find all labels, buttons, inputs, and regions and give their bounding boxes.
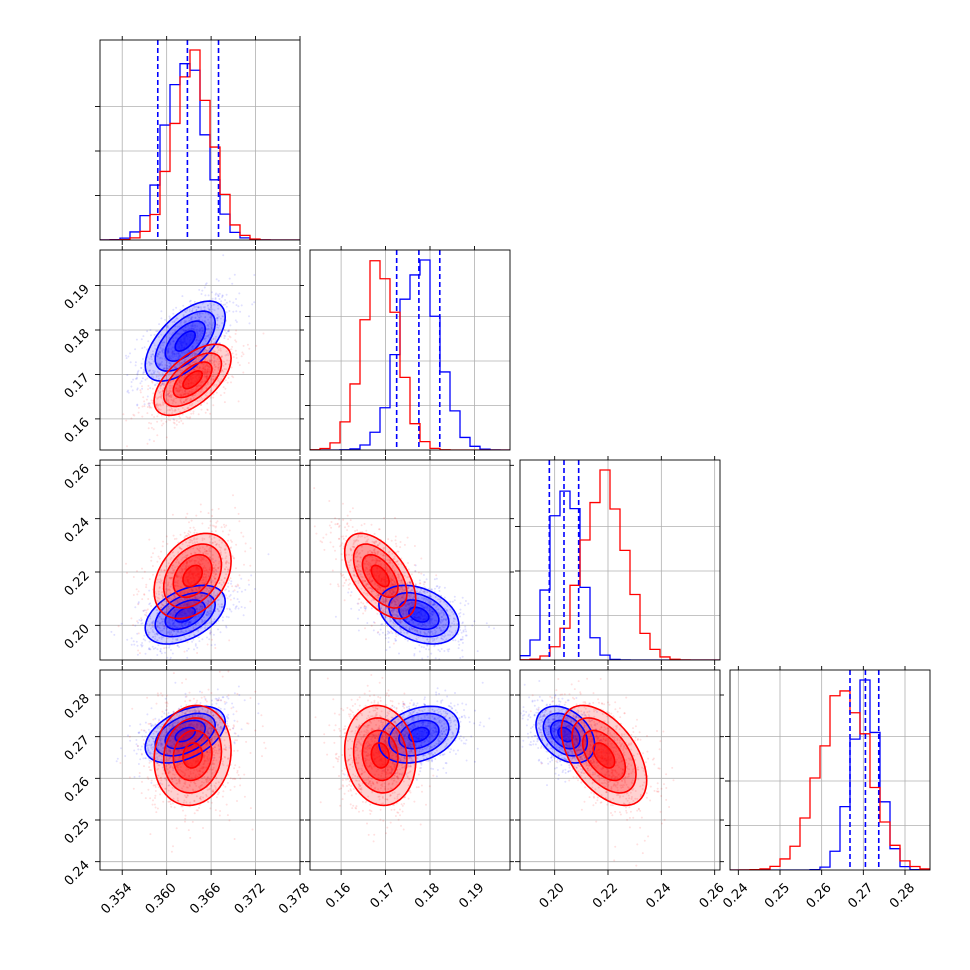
contour-3-0-series-1-level-2 (162, 717, 223, 794)
y-tick-label: 0.27 (62, 733, 93, 764)
y-tick-label: 0.26 (62, 775, 93, 806)
contour-3-2-series-1-level-1 (581, 729, 627, 782)
panel-frame-2-2 (519, 459, 721, 661)
x-tick-label: 0.354 (98, 880, 135, 917)
y-tick-label: 0.26 (62, 462, 93, 493)
panel-frame-3-2 (519, 669, 721, 871)
panel-frame-1-1 (309, 249, 511, 451)
x-tick-label: 0.372 (232, 880, 269, 917)
contour-2-0-series-0-level-1 (164, 599, 207, 631)
contour-2-1-series-1-level-2 (352, 543, 408, 609)
panel-frame-3-3 (729, 669, 931, 871)
x-tick-label: 0.18 (412, 880, 443, 911)
contour-1-0-series-1-level-3 (153, 343, 232, 417)
contour-3-2-series-1-level-2 (571, 717, 637, 794)
contour-2-0-series-0-level-2 (154, 591, 217, 638)
panel-frame-2-1 (309, 459, 511, 661)
scatter-panel-3-0 (115, 670, 267, 853)
x-tick-label: 0.378 (276, 880, 313, 917)
contour-3-0-series-0-level-0 (174, 726, 197, 743)
y-tick-label: 0.28 (62, 691, 93, 722)
contour-2-1-series-1-level-1 (361, 553, 399, 599)
x-tick-label: 0.26 (697, 880, 728, 911)
contour-3-1-series-0-level-0 (408, 726, 430, 743)
y-tick-label: 0.25 (62, 816, 93, 847)
x-tick-label: 0.360 (143, 880, 180, 917)
grid-2-2 (520, 460, 720, 660)
panel-frame-3-0 (99, 669, 301, 871)
contour-3-1-series-0-level-1 (398, 719, 440, 750)
scatter-panel-2-0 (110, 494, 270, 660)
x-tick-label: 0.22 (590, 880, 621, 911)
y-tick-label: 0.19 (62, 282, 93, 313)
contour-2-0-series-1-level-3 (153, 532, 232, 620)
scatter-panel-2-1 (313, 487, 495, 660)
contour-2-1-series-0-level-3 (378, 584, 460, 645)
contour-3-1-series-1-level-0 (370, 742, 390, 769)
x-tick-label: 0.366 (187, 880, 224, 917)
contour-3-2-series-1-level-3 (560, 704, 648, 807)
contour-1-0-series-0-level-1 (164, 320, 207, 362)
x-tick-label: 0.24 (643, 880, 674, 911)
contour-3-1-series-1-level-2 (352, 717, 408, 794)
x-tick-label: 0.26 (804, 880, 835, 911)
scatter-panel-1-0 (122, 254, 265, 448)
grid-1-0 (100, 250, 300, 450)
contour-3-2-series-1-level-0 (592, 742, 616, 769)
contour-2-1-series-0-level-1 (398, 599, 440, 631)
contour-3-1-series-0-level-2 (388, 712, 450, 757)
y-tick-label: 0.24 (62, 515, 93, 546)
contour-1-0-series-0-level-2 (154, 310, 217, 372)
panel-frame-3-1 (309, 669, 511, 871)
contour-3-2-series-0-level-0 (557, 726, 574, 743)
contour-2-0-series-1-level-2 (162, 543, 223, 609)
scatter-panel-3-1 (314, 674, 491, 843)
contour-3-1-series-1-level-3 (343, 704, 417, 807)
contour-1-0-series-1-level-2 (162, 352, 223, 408)
x-tick-label: 0.17 (368, 880, 399, 911)
x-tick-label: 0.25 (762, 880, 793, 911)
x-tick-label: 0.19 (456, 880, 487, 911)
contour-3-0-series-1-level-0 (182, 742, 203, 769)
contour-2-1-series-1-level-0 (370, 564, 390, 588)
histogram-3-series-1 (730, 690, 930, 870)
histogram-0-series-1 (100, 49, 300, 240)
grid-3-3 (730, 670, 930, 870)
panel-frame-2-0 (99, 459, 301, 661)
panel-frame-1-0 (99, 249, 301, 451)
x-tick-label: 0.28 (887, 880, 918, 911)
contour-2-0-series-1-level-0 (182, 564, 203, 588)
scatter-panel-3-2 (520, 677, 675, 867)
y-tick-label: 0.24 (62, 858, 93, 889)
contour-1-0-series-0-level-0 (174, 330, 197, 352)
contour-1-0-series-1-level-0 (182, 370, 203, 390)
x-tick-label: 0.24 (720, 880, 751, 911)
panel-frame-0-0 (99, 39, 301, 241)
grid-3-0 (100, 670, 300, 870)
y-tick-label: 0.20 (62, 622, 93, 653)
contour-3-2-series-0-level-1 (549, 719, 581, 750)
grid-2-1 (310, 460, 510, 660)
y-tick-label: 0.17 (62, 371, 93, 402)
contour-2-0-series-1-level-1 (172, 553, 213, 599)
histogram-3-series-0 (730, 679, 930, 870)
x-tick-label: 0.27 (845, 880, 876, 911)
x-tick-label: 0.20 (537, 880, 568, 911)
contour-3-0-series-1-level-1 (172, 729, 213, 782)
x-tick-label: 0.16 (323, 880, 354, 911)
y-tick-label: 0.18 (62, 326, 93, 357)
y-tick-label: 0.22 (62, 568, 93, 599)
grid-3-1 (310, 670, 510, 870)
contour-2-1-series-1-level-3 (343, 532, 417, 620)
contour-1-0-series-1-level-1 (172, 361, 213, 399)
contour-3-0-series-1-level-3 (153, 704, 232, 807)
contour-3-1-series-1-level-1 (361, 729, 399, 782)
contour-2-1-series-0-level-0 (408, 606, 430, 623)
y-tick-label: 0.16 (62, 415, 93, 446)
histogram-2-series-0 (520, 490, 720, 660)
contour-1-0-series-0-level-3 (144, 300, 227, 382)
